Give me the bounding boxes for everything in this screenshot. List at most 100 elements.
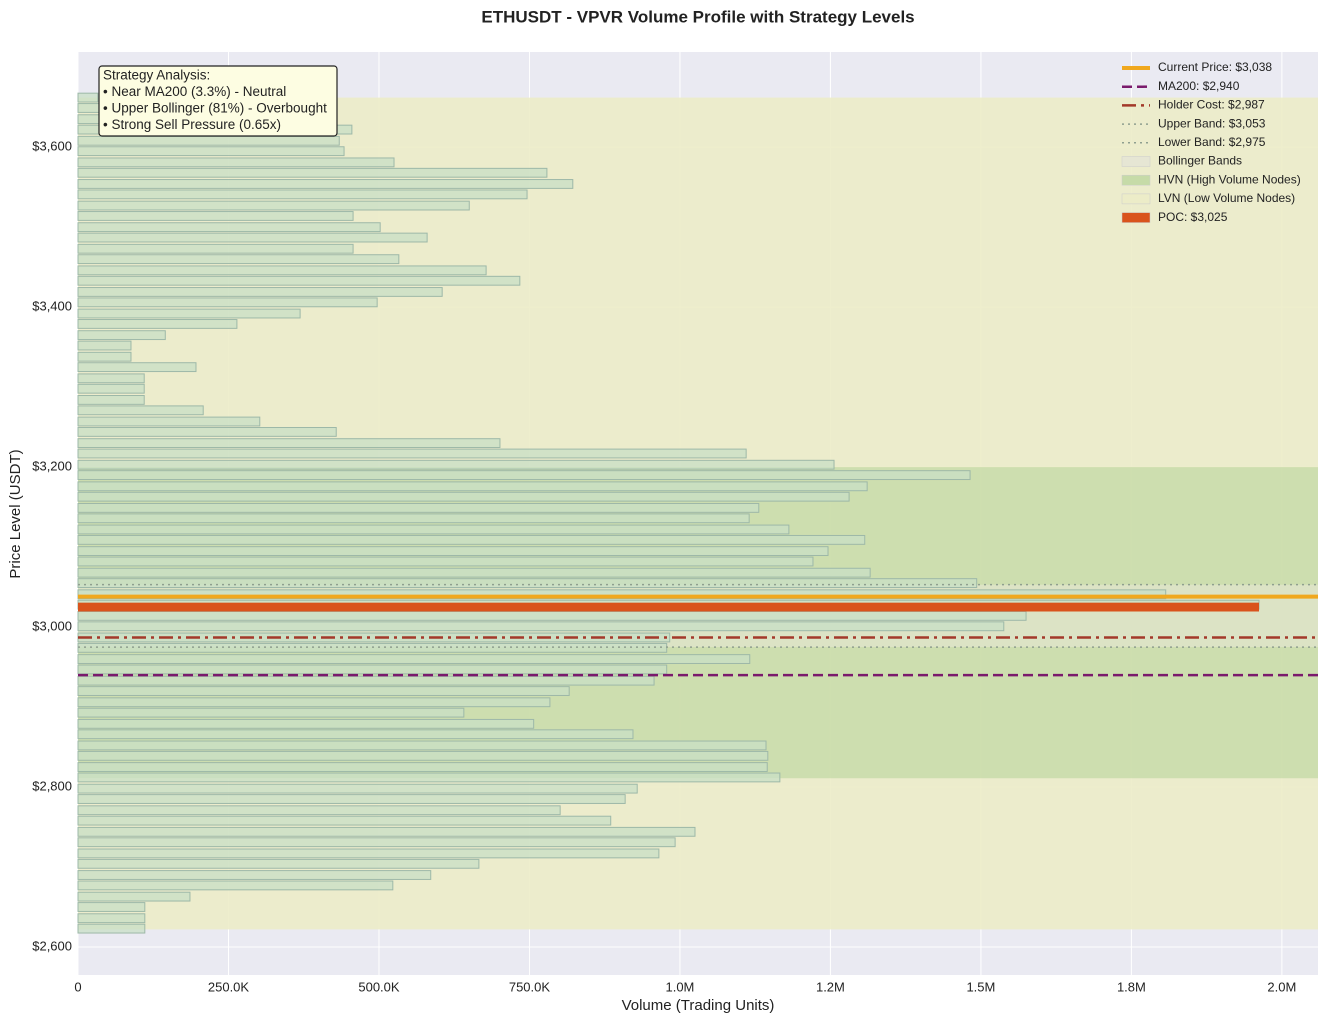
bar xyxy=(77,870,432,880)
legend-swatch xyxy=(1121,193,1151,205)
y-tick-label: $3,000 xyxy=(32,619,72,634)
y-axis-label: Price Level (USDT) xyxy=(7,449,24,578)
bar xyxy=(77,297,378,308)
bar xyxy=(77,610,1027,621)
bar xyxy=(77,351,132,362)
bar xyxy=(77,157,395,168)
bar xyxy=(77,416,261,427)
bar xyxy=(77,167,548,178)
legend-label: LVN (Low Volume Nodes) xyxy=(1158,191,1295,205)
x-tick-label: 250.0K xyxy=(208,979,250,994)
bar xyxy=(77,502,760,513)
bar xyxy=(77,513,750,524)
bar xyxy=(77,697,551,708)
bar xyxy=(77,383,145,394)
legend-swatch xyxy=(1121,174,1151,186)
bar xyxy=(77,438,501,449)
bar xyxy=(77,567,871,578)
x-axis-label: Volume (Trading Units) xyxy=(622,997,775,1014)
legend-label: Holder Cost: $2,987 xyxy=(1158,98,1265,112)
bar xyxy=(77,459,835,470)
bar xyxy=(77,135,340,146)
bar xyxy=(77,815,612,826)
bar xyxy=(77,654,751,664)
bar xyxy=(77,718,535,729)
poc-bar xyxy=(78,602,1260,612)
y-tick-label: $3,400 xyxy=(32,299,72,314)
x-tick-label: 1.8M xyxy=(1117,979,1146,994)
bar xyxy=(77,589,1167,600)
annotation-line: • Near MA200 (3.3%) - Neutral xyxy=(103,84,286,99)
bar xyxy=(77,913,146,924)
bar xyxy=(77,524,790,535)
bar xyxy=(77,772,781,783)
bar xyxy=(77,686,570,696)
legend-label: Upper Band: $3,053 xyxy=(1158,116,1266,130)
legend-swatch xyxy=(1121,212,1151,223)
y-tick-label: $2,800 xyxy=(32,778,72,793)
bar xyxy=(77,232,428,243)
bar xyxy=(77,783,638,794)
bar xyxy=(77,729,634,740)
bar xyxy=(77,222,381,233)
bar xyxy=(77,578,978,589)
bar xyxy=(77,664,668,675)
annotation-line: Strategy Analysis: xyxy=(103,68,210,83)
bar xyxy=(77,546,829,557)
bar xyxy=(77,707,465,718)
bar xyxy=(77,491,850,502)
annotation-line: • Upper Bollinger (81%) - Overbought xyxy=(103,101,327,116)
bar xyxy=(77,642,668,653)
legend-label: Lower Band: $2,975 xyxy=(1158,135,1266,149)
bar xyxy=(77,621,1005,632)
legend-label: Current Price: $3,038 xyxy=(1158,60,1272,74)
x-tick-label: 1.5M xyxy=(966,979,995,994)
bar xyxy=(77,880,394,891)
bar xyxy=(77,805,561,816)
bar xyxy=(77,750,769,761)
bar xyxy=(77,211,354,221)
bar xyxy=(77,534,866,545)
bar xyxy=(77,275,521,286)
bar xyxy=(77,891,191,902)
bar xyxy=(77,426,337,437)
bar xyxy=(77,902,146,912)
bar xyxy=(77,243,354,254)
legend-label: MA200: $2,940 xyxy=(1158,79,1240,93)
bar xyxy=(77,200,470,211)
bar xyxy=(77,179,574,189)
legend-label: POC: $3,025 xyxy=(1158,210,1228,224)
bar xyxy=(77,848,660,859)
annotation: Strategy Analysis:• Near MA200 (3.3%) - … xyxy=(98,65,338,137)
bar xyxy=(77,448,747,459)
bar xyxy=(77,675,655,686)
x-tick-label: 1.2M xyxy=(816,979,845,994)
legend-label: HVN (High Volume Nodes) xyxy=(1158,172,1301,186)
annotation-line: • Strong Sell Pressure (0.65x) xyxy=(103,117,281,132)
bar xyxy=(77,340,132,351)
bar xyxy=(77,395,145,405)
bar xyxy=(77,740,767,751)
x-tick-label: 2.0M xyxy=(1267,979,1296,994)
annotation-box xyxy=(98,65,338,137)
x-tick-label: 0 xyxy=(74,979,81,994)
bar xyxy=(77,189,528,200)
bar xyxy=(77,265,487,276)
y-tick-label: $3,200 xyxy=(32,459,72,474)
chart-title: ETHUSDT - VPVR Volume Profile with Strat… xyxy=(481,7,914,26)
bar xyxy=(77,826,696,837)
bar xyxy=(77,146,345,157)
bar xyxy=(77,837,676,848)
bar xyxy=(77,362,197,373)
bar xyxy=(77,556,814,567)
bar xyxy=(77,319,238,329)
bar xyxy=(77,923,146,934)
legend: Current Price: $3,038 MA200: $2,940 Holder… xyxy=(1121,60,1301,224)
bar xyxy=(77,762,768,772)
x-tick-label: 500.0K xyxy=(358,979,400,994)
legend-swatch xyxy=(1121,156,1151,167)
bar xyxy=(77,794,626,804)
x-tick-label: 750.0K xyxy=(509,979,551,994)
x-tick-label: 1.0M xyxy=(665,979,694,994)
